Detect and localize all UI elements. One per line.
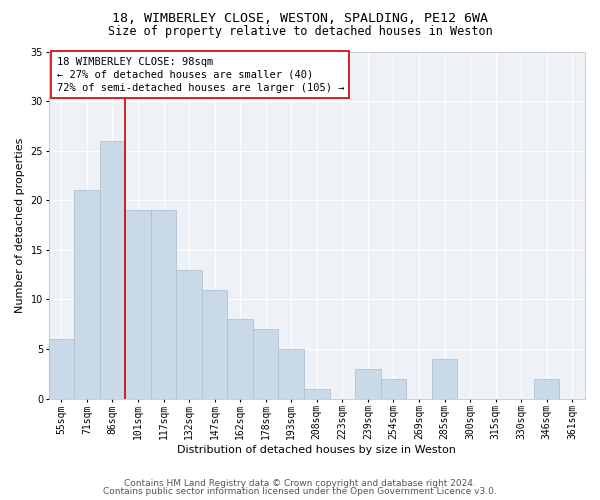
- Bar: [253, 329, 278, 398]
- Bar: [432, 359, 457, 399]
- Bar: [176, 270, 202, 398]
- Bar: [278, 349, 304, 399]
- Bar: [380, 379, 406, 398]
- Y-axis label: Number of detached properties: Number of detached properties: [15, 138, 25, 313]
- Bar: [355, 369, 380, 398]
- Bar: [100, 141, 125, 399]
- Bar: [74, 190, 100, 398]
- X-axis label: Distribution of detached houses by size in Weston: Distribution of detached houses by size …: [178, 445, 456, 455]
- Bar: [49, 339, 74, 398]
- Bar: [202, 290, 227, 399]
- Text: Size of property relative to detached houses in Weston: Size of property relative to detached ho…: [107, 25, 493, 38]
- Text: Contains public sector information licensed under the Open Government Licence v3: Contains public sector information licen…: [103, 487, 497, 496]
- Bar: [227, 320, 253, 398]
- Text: 18 WIMBERLEY CLOSE: 98sqm
← 27% of detached houses are smaller (40)
72% of semi-: 18 WIMBERLEY CLOSE: 98sqm ← 27% of detac…: [56, 56, 344, 93]
- Text: Contains HM Land Registry data © Crown copyright and database right 2024.: Contains HM Land Registry data © Crown c…: [124, 478, 476, 488]
- Text: 18, WIMBERLEY CLOSE, WESTON, SPALDING, PE12 6WA: 18, WIMBERLEY CLOSE, WESTON, SPALDING, P…: [112, 12, 488, 26]
- Bar: [151, 210, 176, 398]
- Bar: [534, 379, 559, 398]
- Bar: [304, 388, 329, 398]
- Bar: [125, 210, 151, 398]
